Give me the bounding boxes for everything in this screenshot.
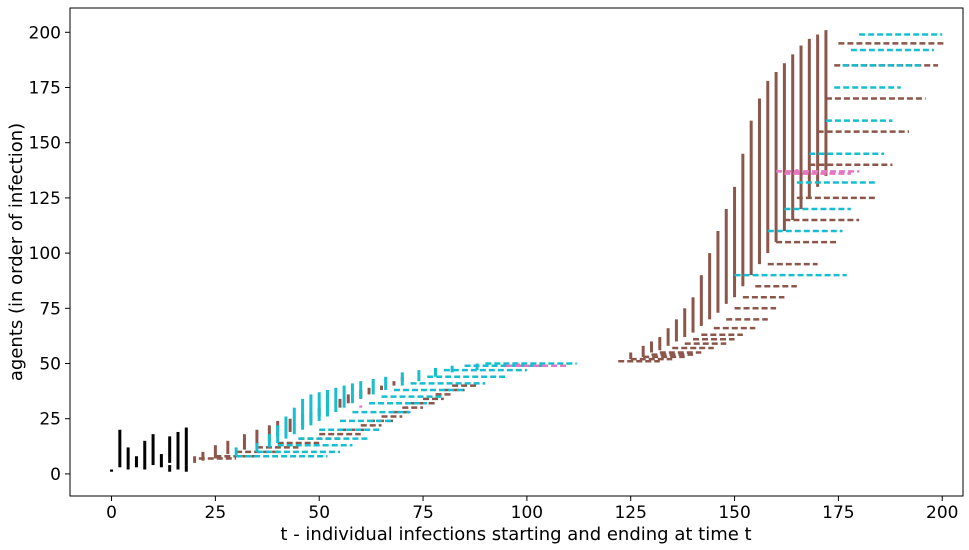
- y-tick-label: 200: [29, 23, 61, 43]
- x-tick-label: 200: [926, 503, 958, 523]
- y-tick-label: 150: [29, 134, 61, 154]
- x-tick-label: 150: [718, 503, 750, 523]
- series-pink: [359, 169, 860, 408]
- y-tick-label: 50: [39, 355, 61, 375]
- y-tick-label: 0: [50, 465, 61, 485]
- series-brown: [193, 30, 947, 463]
- x-tick-label: 0: [106, 503, 117, 523]
- y-axis-ticks: 0 25 50 75 100 125 150 175 200: [29, 23, 70, 485]
- x-tick-label: 25: [205, 503, 227, 523]
- x-tick-label: 175: [822, 503, 854, 523]
- data-layer: [110, 30, 947, 472]
- series-cyan: [234, 33, 943, 458]
- x-tick-label: 75: [412, 503, 434, 523]
- y-tick-label: 175: [29, 78, 61, 98]
- y-tick-label: 125: [29, 189, 61, 209]
- y-tick-label: 75: [39, 299, 61, 319]
- plot-background: [70, 8, 963, 496]
- x-axis-ticks: 0 25 50 75 100 125 150 175 200: [106, 496, 958, 523]
- y-tick-label: 25: [39, 410, 61, 430]
- x-tick-label: 125: [614, 503, 646, 523]
- plot-frame: [69, 7, 964, 497]
- x-tick-label: 50: [308, 503, 330, 523]
- x-tick-label: 100: [511, 503, 543, 523]
- x-axis-label: t - individual infections starting and e…: [280, 524, 751, 545]
- series-black: [110, 427, 188, 472]
- y-tick-label: 100: [29, 244, 61, 264]
- y-axis-label: agents (in order of infection): [6, 123, 27, 381]
